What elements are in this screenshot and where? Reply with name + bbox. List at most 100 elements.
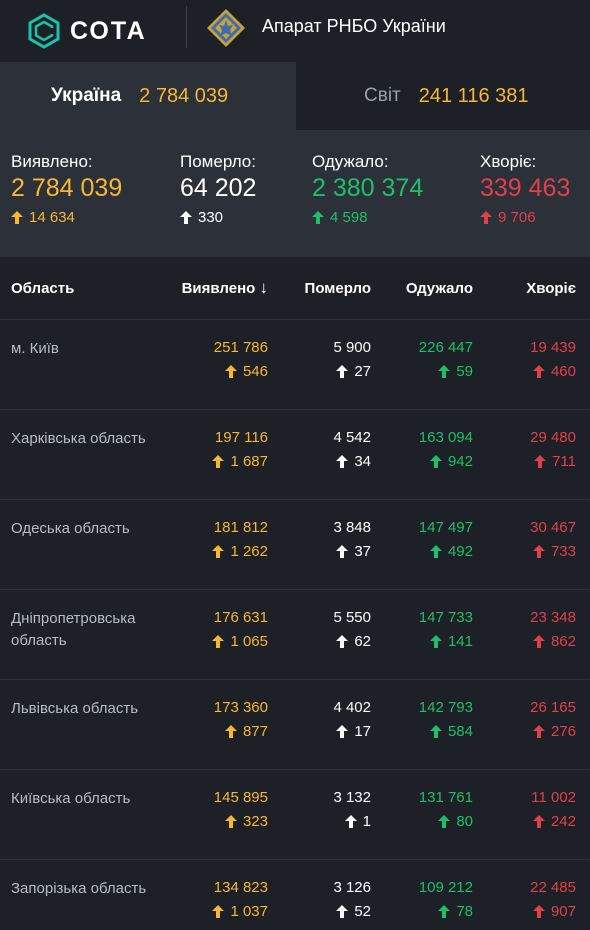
cell-recovered-delta: 59 <box>419 363 473 380</box>
cell-recovered-value: 109 212 <box>418 879 473 896</box>
cell-active-delta-value: 242 <box>550 813 576 830</box>
arrow-up-icon <box>224 365 237 378</box>
column-header-deaths[interactable]: Померло <box>304 279 371 297</box>
arrow-up-icon <box>180 211 192 224</box>
table-row[interactable]: м. Київ 251 786 546 5 900 27 226 447 59 19 439 4… <box>0 320 590 410</box>
cell-recovered-delta: 78 <box>419 903 473 920</box>
column-header-confirmed-label: Виявлено <box>181 280 256 297</box>
cell-active-delta: 276 <box>530 723 576 740</box>
cell-confirmed: 145 895 323 <box>214 788 268 830</box>
cell-active-delta: 460 <box>530 363 576 380</box>
cell-deaths: 3 132 1 <box>333 788 371 830</box>
cell-recovered: 147 733 141 <box>419 608 473 650</box>
cell-deaths: 3 126 52 <box>333 878 371 920</box>
summary-confirmed-label: Виявлено: <box>11 152 93 171</box>
cell-recovered-delta-value: 141 <box>447 633 473 650</box>
logo-text: СОТА <box>70 16 147 45</box>
cell-confirmed-delta: 323 <box>214 813 268 830</box>
table-row[interactable]: Одеська область 181 812 1 262 3 848 37 147 49… <box>0 500 590 590</box>
table-row[interactable]: Запорізька область 134 823 1 037 3 126 52 109… <box>0 860 590 930</box>
summary-recovered-value: 2 380 374 <box>312 174 424 202</box>
cell-recovered-delta: 942 <box>419 453 473 470</box>
cell-recovered-delta-value: 80 <box>456 813 473 830</box>
summary-active-value: 339 463 <box>480 174 571 202</box>
cell-recovered-delta: 584 <box>419 723 473 740</box>
cell-deaths-delta-value: 27 <box>354 363 371 380</box>
cell-deaths-value: 4 402 <box>333 699 371 716</box>
arrow-up-icon <box>532 545 545 558</box>
column-header-active[interactable]: Хворіє <box>526 279 576 297</box>
arrow-up-icon <box>336 365 349 378</box>
summary-deaths-value: 64 202 <box>180 174 257 202</box>
region-name: Запорізька область <box>11 880 147 897</box>
cell-active-delta: 862 <box>530 633 576 650</box>
arrow-up-icon <box>532 725 545 738</box>
cell-confirmed-value: 176 631 <box>213 609 268 626</box>
cell-confirmed-delta: 1 687 <box>212 453 268 470</box>
cell-confirmed-delta: 1 065 <box>212 633 268 650</box>
cell-recovered-delta-value: 59 <box>456 363 473 380</box>
sort-down-icon: ↓ <box>259 278 269 297</box>
cell-active: 19 439 460 <box>530 338 576 380</box>
cell-recovered-value: 131 761 <box>418 789 473 806</box>
table-row[interactable]: Київська область 145 895 323 3 132 1 131 761 8… <box>0 770 590 860</box>
cell-recovered: 109 212 78 <box>419 878 473 920</box>
column-header-region[interactable]: Область <box>11 279 75 297</box>
cell-confirmed-value: 197 116 <box>214 429 268 446</box>
cell-confirmed-delta-value: 1 037 <box>230 903 268 920</box>
sota-logo[interactable]: СОТА <box>26 13 147 49</box>
summary-active-delta-value: 9 706 <box>498 209 536 226</box>
arrow-up-icon <box>336 905 349 918</box>
arrow-up-icon <box>480 211 492 224</box>
region-name: Харківська область <box>11 430 146 447</box>
org-name: Апарат РНБО України <box>262 16 446 36</box>
cell-active-value: 29 480 <box>530 429 576 446</box>
arrow-up-icon <box>212 635 225 648</box>
summary-deaths: Померло: 64 202 330 <box>180 152 256 226</box>
arrow-up-icon <box>312 211 324 224</box>
tab-ukraine[interactable]: Україна 2 784 039 <box>0 62 296 130</box>
cell-recovered: 163 094 942 <box>419 428 473 470</box>
cell-deaths-value: 3 848 <box>333 519 371 536</box>
header-divider <box>186 6 187 48</box>
cell-recovered-delta: 492 <box>419 543 473 560</box>
column-header-confirmed[interactable]: Виявлено ↓ <box>182 278 268 298</box>
cell-confirmed-delta-value: 323 <box>242 813 268 830</box>
table-row[interactable]: Львівська область 173 360 877 4 402 17 142 79… <box>0 680 590 770</box>
table-row[interactable]: Дніпропетровська область 176 631 1 065 5 55… <box>0 590 590 680</box>
cell-deaths-delta-value: 52 <box>354 903 371 920</box>
tab-ukraine-value: 2 784 039 <box>139 84 229 107</box>
cell-recovered-delta-value: 942 <box>447 453 473 470</box>
region-name: Одеська область <box>11 520 130 537</box>
tab-world[interactable]: Світ 241 116 381 <box>296 62 590 130</box>
arrow-up-icon <box>532 815 545 828</box>
cell-active-delta: 242 <box>531 813 576 830</box>
cell-confirmed: 197 116 1 687 <box>212 428 268 470</box>
summary-deaths-delta: 330 <box>180 209 256 226</box>
cell-deaths-delta-value: 17 <box>354 723 371 740</box>
region-name: Київська область <box>11 790 131 807</box>
cell-deaths-delta-value: 1 <box>362 813 371 830</box>
cell-recovered: 142 793 584 <box>419 698 473 740</box>
column-header-recovered[interactable]: Одужало <box>405 279 473 297</box>
cell-deaths-delta-value: 37 <box>354 543 371 560</box>
arrow-up-icon <box>11 211 23 224</box>
region-name: м. Київ <box>11 340 59 357</box>
arrow-up-icon <box>429 545 442 558</box>
cell-active: 30 467 733 <box>530 518 576 560</box>
cell-active-delta-value: 862 <box>550 633 576 650</box>
cell-active-delta: 711 <box>530 453 576 470</box>
cell-confirmed-value: 173 360 <box>213 699 268 716</box>
summary-deaths-label: Померло: <box>180 152 256 171</box>
cell-deaths-value: 4 542 <box>333 429 371 446</box>
cell-confirmed-value: 181 812 <box>213 519 268 536</box>
cell-recovered-value: 147 733 <box>418 609 473 626</box>
summary-recovered-label: Одужало: <box>312 152 389 171</box>
region-name: Дніпропетровська область <box>11 610 136 649</box>
table-row[interactable]: Харківська область 197 116 1 687 4 542 34 163… <box>0 410 590 500</box>
cell-deaths-delta: 52 <box>333 903 371 920</box>
cell-active-delta-value: 907 <box>550 903 576 920</box>
arrow-up-icon <box>429 725 442 738</box>
cell-confirmed: 176 631 1 065 <box>212 608 268 650</box>
cell-deaths: 5 900 27 <box>333 338 371 380</box>
